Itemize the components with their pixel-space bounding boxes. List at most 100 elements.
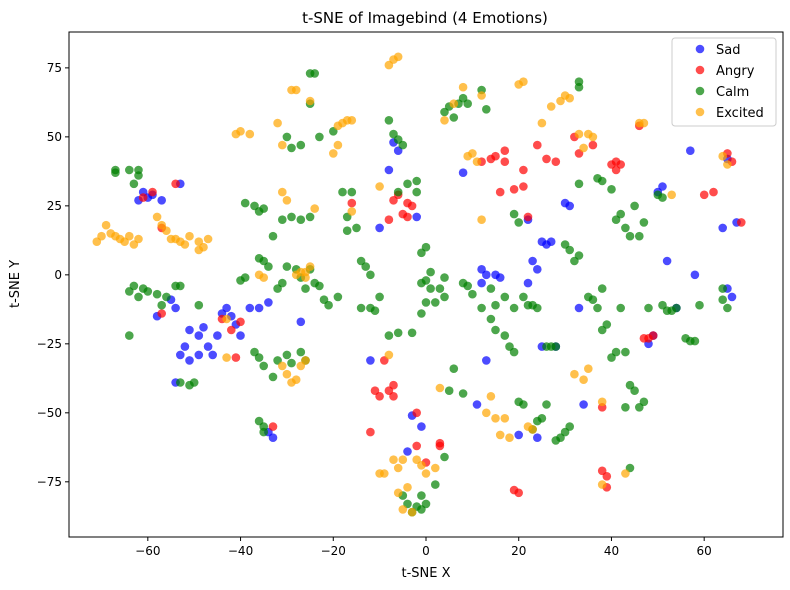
point-calm: [315, 281, 324, 291]
point-calm: [287, 212, 296, 222]
point-angry: [231, 353, 241, 362]
point-calm: [519, 400, 528, 409]
point-excited: [389, 455, 398, 465]
point-calm: [607, 185, 616, 194]
point-calm: [352, 223, 361, 233]
point-excited: [97, 231, 106, 241]
point-excited: [301, 356, 310, 365]
point-excited: [236, 127, 245, 136]
point-sad: [403, 447, 412, 456]
point-excited: [528, 425, 537, 434]
point-sad: [384, 165, 394, 175]
point-calm: [542, 400, 551, 409]
legend-box: [671, 37, 777, 127]
point-calm: [482, 105, 491, 114]
point-calm: [621, 223, 630, 233]
point-angry: [509, 185, 519, 194]
point-excited: [482, 408, 491, 418]
point-calm: [259, 427, 269, 437]
x-tick-label: −60: [135, 544, 160, 558]
x-tick-label: 40: [604, 544, 619, 558]
point-angry: [148, 187, 157, 197]
point-calm: [630, 386, 639, 396]
point-calm: [338, 187, 347, 197]
point-calm: [134, 171, 143, 180]
point-excited: [222, 353, 231, 362]
point-calm: [264, 262, 273, 271]
point-calm: [463, 99, 473, 108]
point-excited: [291, 375, 301, 385]
point-sad: [718, 223, 727, 233]
point-calm: [672, 303, 681, 313]
point-excited: [472, 157, 482, 166]
point-calm: [301, 284, 310, 293]
point-calm: [393, 328, 403, 338]
point-calm: [421, 242, 431, 252]
point-excited: [579, 143, 588, 153]
point-sad: [546, 237, 556, 246]
point-calm: [593, 303, 602, 313]
point-calm: [621, 403, 630, 412]
point-calm: [426, 284, 435, 293]
legend: Sad Angry Calm Excited: [671, 37, 777, 127]
point-angry: [375, 392, 384, 401]
point-sad: [171, 303, 180, 313]
point-angry: [268, 422, 278, 431]
point-angry: [227, 325, 236, 335]
point-calm: [287, 143, 296, 153]
point-calm: [565, 245, 574, 255]
point-calm: [431, 480, 440, 489]
point-sad: [185, 325, 194, 335]
point-excited: [384, 350, 394, 360]
y-tick-label: 50: [47, 130, 62, 144]
y-axis-label: t-SNE Y: [8, 260, 23, 308]
y-tick-label: −25: [37, 337, 62, 351]
point-excited: [305, 262, 315, 271]
point-excited: [305, 96, 315, 106]
point-calm: [635, 231, 644, 241]
point-excited: [458, 82, 468, 92]
point-calm: [519, 292, 528, 302]
point-sad: [366, 356, 375, 365]
point-calm: [403, 179, 412, 189]
point-excited: [588, 132, 598, 142]
point-excited: [393, 463, 403, 473]
point-angry: [412, 441, 422, 451]
point-angry: [495, 187, 505, 197]
point-sad: [245, 303, 255, 313]
point-angry: [435, 441, 445, 451]
point-excited: [407, 507, 417, 517]
y-tick-label: −50: [37, 406, 62, 420]
point-calm: [315, 132, 324, 142]
point-calm: [588, 295, 598, 305]
point-excited: [403, 483, 412, 492]
point-sad: [412, 212, 422, 222]
point-angry: [533, 140, 542, 150]
point-calm: [194, 300, 204, 310]
point-calm: [509, 347, 519, 357]
point-calm: [491, 325, 500, 335]
point-excited: [491, 414, 500, 423]
point-calm: [282, 350, 292, 360]
point-calm: [375, 292, 384, 302]
point-sad: [662, 256, 672, 266]
legend-label-calm: Calm: [716, 85, 749, 100]
point-excited: [468, 149, 477, 158]
point-calm: [296, 215, 306, 224]
point-excited: [375, 469, 384, 478]
point-excited: [278, 140, 287, 150]
point-angry: [407, 201, 417, 211]
point-excited: [546, 102, 556, 111]
point-calm: [333, 292, 343, 302]
point-calm: [500, 331, 510, 340]
point-excited: [185, 231, 194, 241]
point-angry: [412, 408, 422, 418]
point-excited: [203, 234, 213, 244]
point-calm: [282, 262, 292, 271]
point-sad: [180, 342, 190, 351]
point-excited: [500, 414, 510, 423]
point-calm: [268, 372, 278, 382]
point-calm: [718, 295, 727, 305]
point-excited: [333, 140, 343, 150]
point-calm: [426, 267, 435, 277]
